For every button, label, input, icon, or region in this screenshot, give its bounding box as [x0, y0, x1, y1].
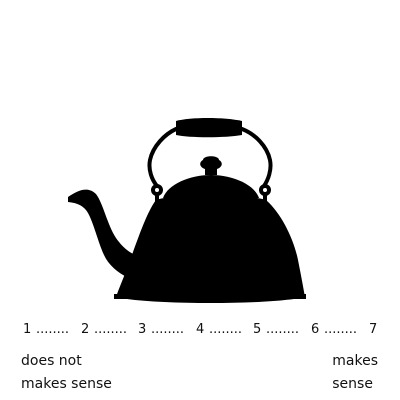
scale-point-7: 7 [369, 322, 378, 337]
lid [163, 175, 259, 198]
left-anchor-label: does not makes sense [21, 350, 112, 396]
scale-point-4: 4 [196, 322, 205, 337]
handle-wire-right [240, 127, 273, 188]
base-rim [114, 294, 306, 299]
scale-separator: ........ [324, 322, 358, 337]
right-anchor-line-2: sense [332, 376, 373, 392]
scale-point-2: 2 [81, 322, 90, 337]
right-anchor-line-1: makes [332, 353, 378, 369]
handle-wires [147, 127, 273, 206]
scale-point-6: 6 [311, 322, 320, 337]
scale-separator: ........ [266, 322, 300, 337]
kettle-shape [68, 118, 306, 303]
scale-point-1: 1 [23, 322, 32, 337]
handle-grip [176, 118, 242, 138]
scale-separator: ........ [209, 322, 243, 337]
body [116, 195, 305, 303]
scale-point-5: 5 [253, 322, 262, 337]
scale-separator: ........ [151, 322, 185, 337]
left-anchor-line-2: makes sense [21, 376, 112, 392]
scale-separator: ........ [36, 322, 70, 337]
rating-scale: 1 ........ 2 ........ 3 ........ 4 .....… [0, 322, 400, 346]
scale-point-3: 3 [138, 322, 147, 337]
spout [68, 189, 139, 281]
handle-wire-left [147, 127, 178, 188]
scale-separator: ........ [94, 322, 128, 337]
left-anchor-line-1: does not [21, 353, 82, 369]
right-anchor-label: makes sense [332, 350, 378, 396]
kettle-silhouette-image [68, 118, 306, 303]
lid-knob [200, 156, 222, 175]
